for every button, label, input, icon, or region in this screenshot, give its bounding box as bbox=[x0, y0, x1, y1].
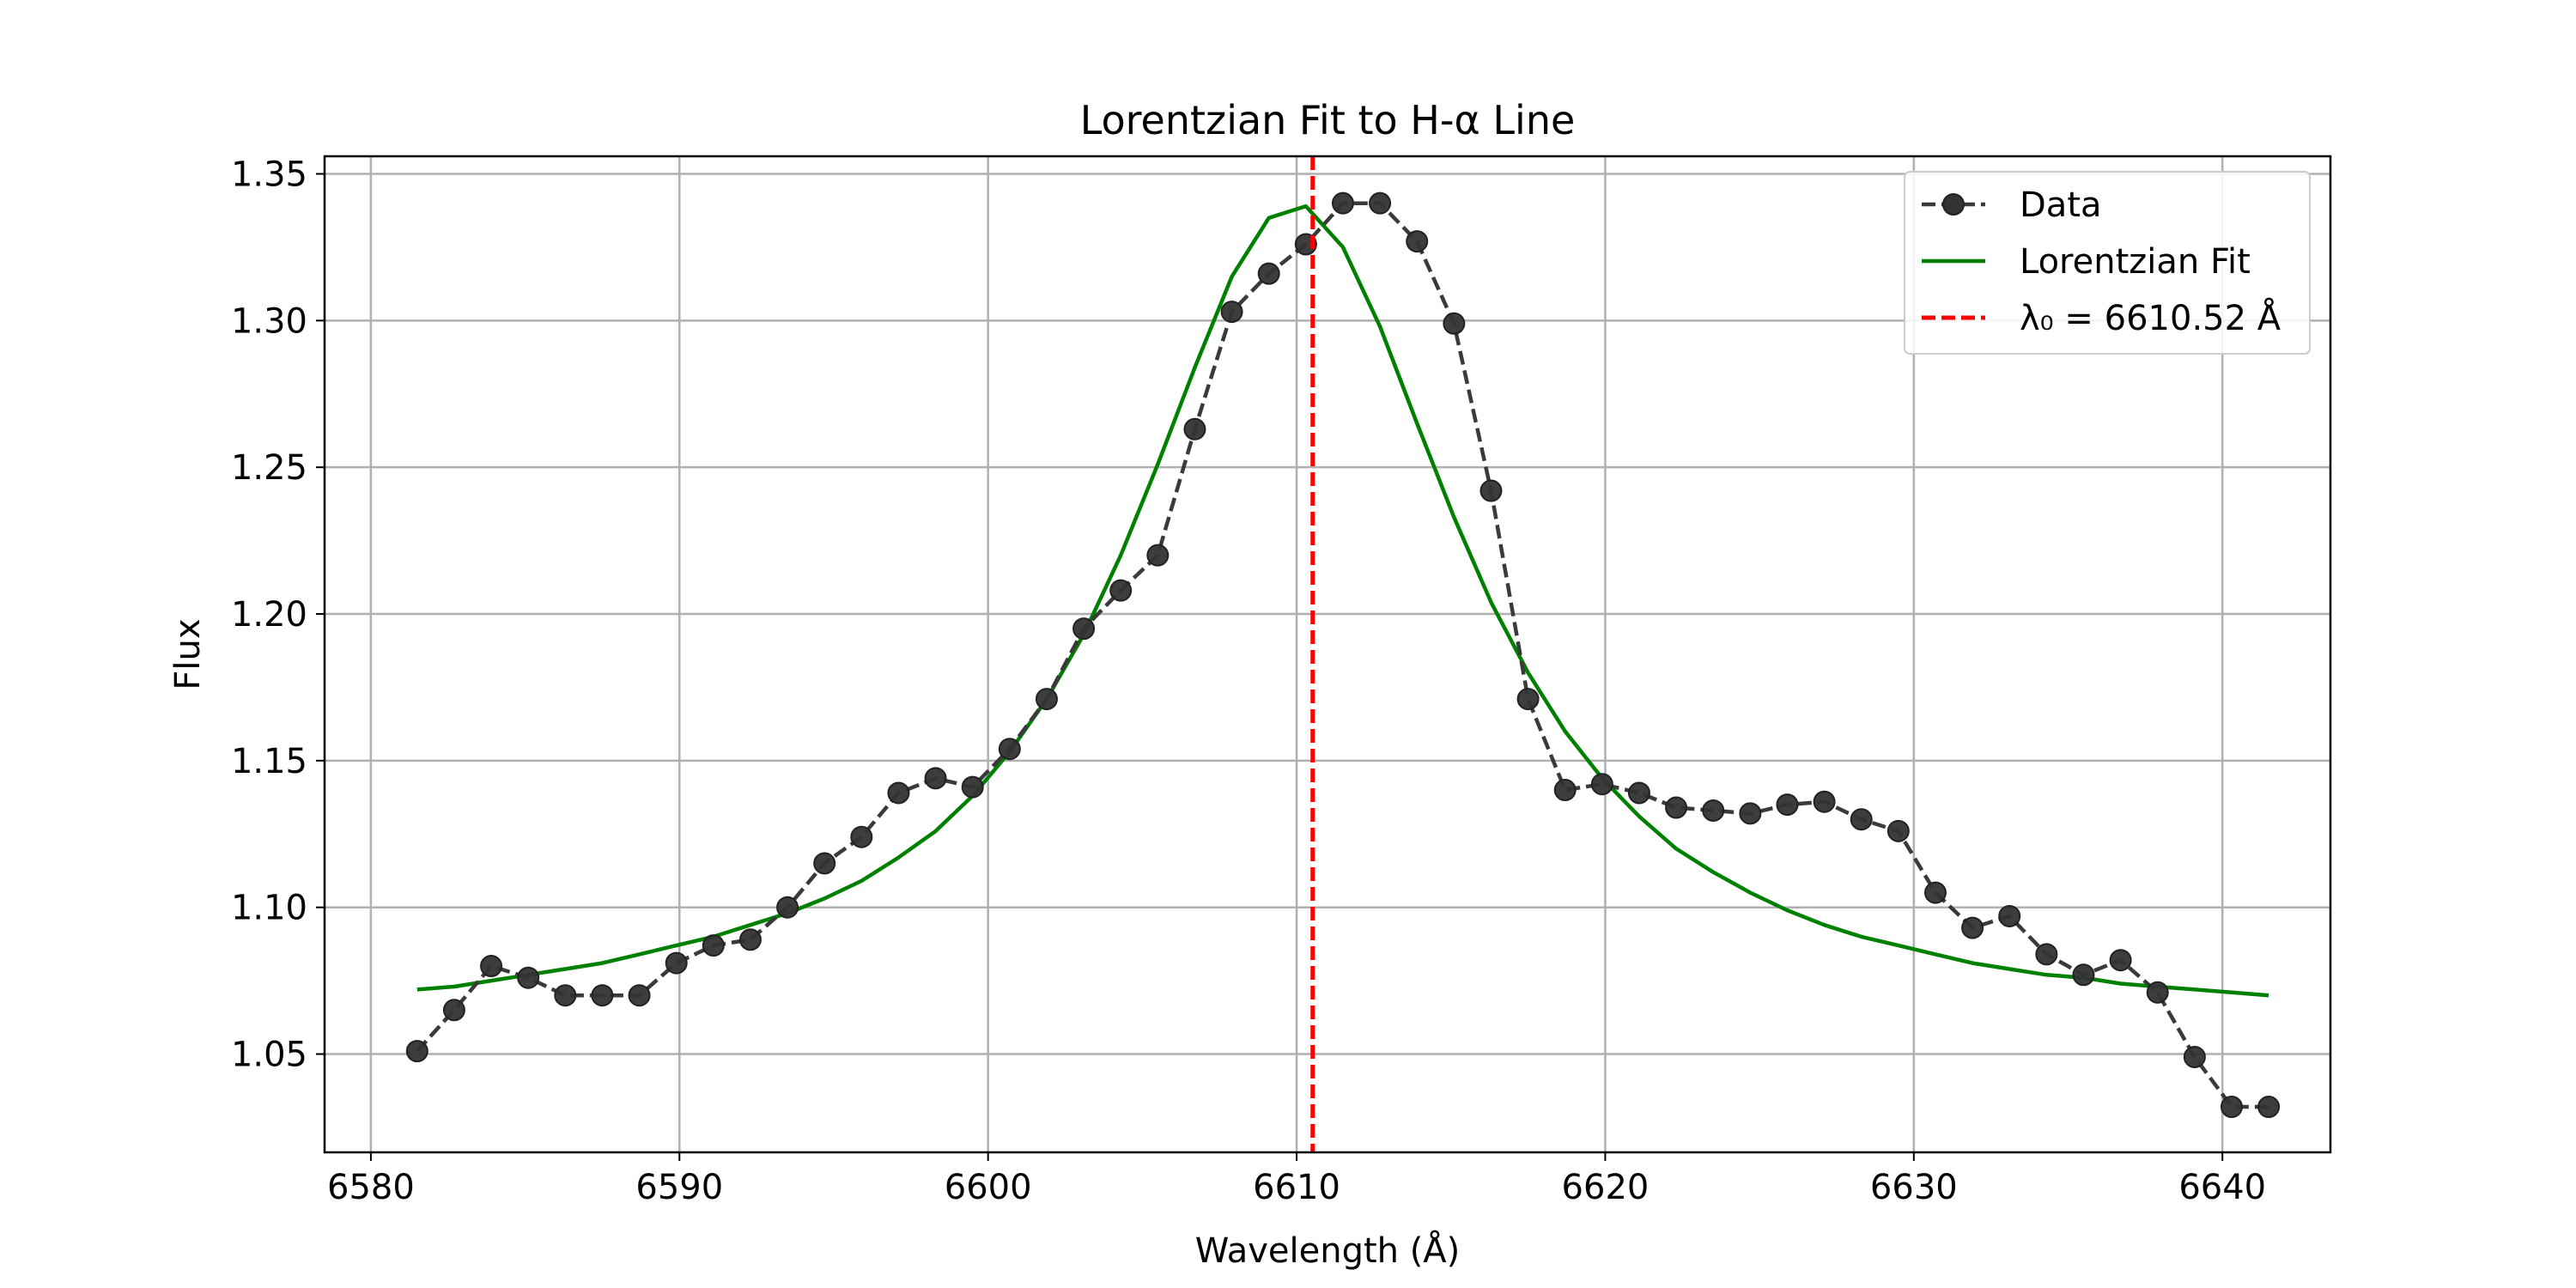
data-point bbox=[702, 934, 725, 957]
legend-label: Data bbox=[2020, 185, 2102, 225]
y-tick-label: 1.15 bbox=[231, 742, 307, 781]
series-layer bbox=[405, 156, 2281, 1152]
data-point bbox=[738, 928, 762, 951]
data-point bbox=[2035, 943, 2058, 966]
data-point bbox=[2257, 1096, 2281, 1119]
data-point bbox=[2109, 949, 2132, 972]
data-point bbox=[1072, 617, 1096, 641]
data-point bbox=[1590, 773, 1613, 796]
legend-entry: Data bbox=[1922, 185, 2102, 225]
x-axis-label: Wavelength (Å) bbox=[1195, 1230, 1461, 1271]
data-point bbox=[1146, 544, 1170, 567]
data-point bbox=[1035, 688, 1058, 711]
x-tick-label: 6590 bbox=[635, 1168, 723, 1207]
data-point bbox=[850, 825, 873, 848]
data-point bbox=[1553, 779, 1577, 802]
data-point bbox=[998, 738, 1021, 761]
data-point bbox=[813, 852, 836, 875]
data-point bbox=[961, 775, 984, 799]
data-point bbox=[405, 1040, 428, 1063]
data-point bbox=[1665, 796, 1688, 819]
data-point bbox=[776, 896, 799, 919]
data-point bbox=[2220, 1096, 2243, 1119]
data-point bbox=[2072, 963, 2095, 987]
data-point bbox=[1776, 793, 1799, 817]
data-point bbox=[1443, 312, 1466, 335]
data-point bbox=[480, 955, 503, 978]
y-tick-label: 1.05 bbox=[231, 1036, 307, 1075]
data-point bbox=[1702, 799, 1725, 822]
data-point bbox=[2183, 1045, 2206, 1068]
x-tick-label: 6580 bbox=[327, 1168, 415, 1207]
data-point bbox=[924, 767, 947, 790]
data-point bbox=[554, 984, 577, 1007]
axis-ticks: 6580 6590 6600 6610 6620 6630 6640 1.05 1.10 1.15… bbox=[231, 155, 2266, 1207]
axes-frame bbox=[323, 155, 2332, 1154]
data-point bbox=[1813, 790, 1836, 813]
y-tick-label: 1.30 bbox=[231, 301, 307, 341]
x-tick-label: 6630 bbox=[1870, 1168, 1958, 1207]
data-point bbox=[1886, 819, 1910, 842]
x-tick-label: 6610 bbox=[1253, 1168, 1340, 1207]
data-point bbox=[665, 951, 688, 975]
chart-title: Lorentzian Fit to H-α Line bbox=[1080, 97, 1576, 143]
legend-box bbox=[1904, 171, 2311, 355]
data-point bbox=[1850, 808, 1873, 831]
data-point bbox=[442, 999, 465, 1022]
data-point bbox=[1369, 191, 1392, 215]
y-axis-label: Flux bbox=[168, 618, 208, 690]
legend-entry: Lorentzian Fit bbox=[1922, 242, 2251, 282]
data-point bbox=[1998, 904, 2021, 927]
data-point bbox=[1739, 802, 1762, 825]
data-point bbox=[2146, 981, 2169, 1004]
data-point bbox=[1627, 781, 1650, 805]
legend-entry: λ₀ = 6610.52 Å bbox=[1922, 297, 2281, 338]
data-point bbox=[1479, 479, 1503, 502]
data-point bbox=[1516, 688, 1540, 711]
data-point bbox=[517, 966, 540, 989]
y-tick-label: 1.25 bbox=[231, 448, 307, 488]
y-tick-label: 1.10 bbox=[231, 889, 307, 928]
y-tick-label: 1.20 bbox=[231, 595, 307, 635]
data-point bbox=[1923, 881, 1947, 904]
x-tick-label: 6640 bbox=[2178, 1168, 2266, 1207]
y-tick-label: 1.35 bbox=[231, 155, 307, 195]
data-point bbox=[1183, 417, 1206, 440]
data-point bbox=[1109, 579, 1133, 602]
data-point bbox=[1406, 230, 1429, 253]
data-point bbox=[628, 984, 651, 1007]
legend-label: Lorentzian Fit bbox=[2020, 242, 2251, 282]
plot-frame bbox=[323, 155, 2332, 1154]
x-tick-label: 6600 bbox=[945, 1168, 1032, 1207]
data-point bbox=[1257, 262, 1280, 285]
data-point bbox=[1961, 916, 1984, 939]
data-point bbox=[1220, 301, 1243, 324]
data-point bbox=[887, 781, 910, 805]
x-tick-label: 6620 bbox=[1562, 1168, 1649, 1207]
legend-label: λ₀ = 6610.52 Å bbox=[2020, 297, 2281, 338]
data-point bbox=[1331, 191, 1354, 215]
legend-entries: Data Lorentzian Fit λ₀ = 6610.52 Å bbox=[1922, 185, 2281, 338]
data-point bbox=[591, 984, 614, 1007]
legend-swatch-marker bbox=[1942, 193, 1965, 216]
fit-line bbox=[416, 204, 2269, 998]
legend: Data Lorentzian Fit λ₀ = 6610.52 Å bbox=[1904, 171, 2311, 355]
